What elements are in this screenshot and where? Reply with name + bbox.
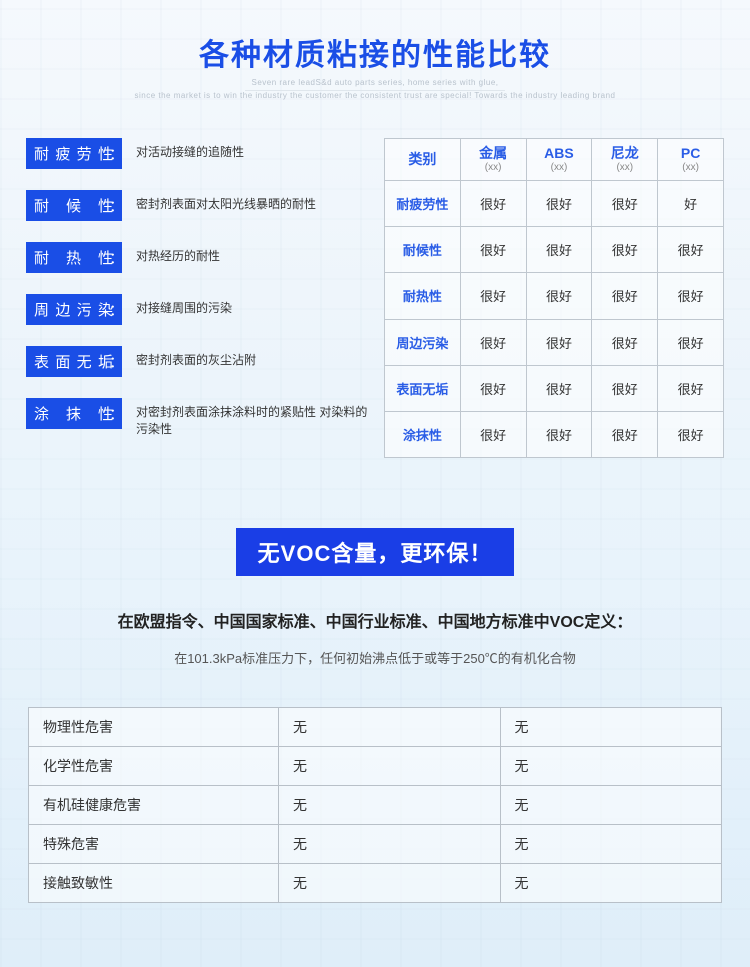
perf-cell: 很好: [592, 227, 658, 273]
hazard-cell: 无: [500, 864, 722, 903]
subtitle-line-2: since the market is to win the industry …: [26, 91, 724, 101]
perf-cell: 很好: [592, 319, 658, 365]
definition-item: 耐疲劳性对活动接缝的追随性: [26, 138, 372, 169]
perf-cell: 很好: [658, 365, 724, 411]
voc-definition-sub: 在101.3kPa标准压力下，任何初始沸点低于或等于250℃的有机化合物: [26, 648, 724, 667]
perf-cell: 很好: [658, 273, 724, 319]
perf-cell: 很好: [526, 273, 592, 319]
perf-cell: 很好: [460, 365, 526, 411]
hazard-label: 特殊危害: [29, 825, 279, 864]
perf-row-header: 耐疲劳性: [385, 180, 461, 226]
definition-label: 涂抹性: [26, 398, 122, 429]
hazard-cell: 无: [500, 708, 722, 747]
perf-cell: 很好: [460, 319, 526, 365]
voc-definition-heading: 在欧盟指令、中国国家标准、中国行业标准、中国地方标准中VOC定义：: [26, 608, 724, 632]
perf-row-header: 涂抹性: [385, 412, 461, 458]
perf-col-header: 金属(xx): [460, 138, 526, 180]
definition-text: 对接缝周围的污染: [136, 294, 232, 317]
hazard-cell: 无: [279, 825, 501, 864]
definition-text: 对密封剂表面涂抹涂料时的紧贴性 对染料的污染性: [136, 398, 372, 438]
definition-item: 涂抹性对密封剂表面涂抹涂料时的紧贴性 对染料的污染性: [26, 398, 372, 438]
perf-col-header: PC(xx): [658, 138, 724, 180]
perf-cell: 很好: [526, 227, 592, 273]
hazard-cell: 无: [279, 747, 501, 786]
perf-row-header: 表面无垢: [385, 365, 461, 411]
hazard-label: 接触致敏性: [29, 864, 279, 903]
page-title: 各种材质粘接的性能比较: [26, 30, 724, 74]
hazard-cell: 无: [279, 786, 501, 825]
definition-label: 耐疲劳性: [26, 138, 122, 169]
hazard-cell: 无: [500, 825, 722, 864]
definition-item: 耐热性对热经历的耐性: [26, 242, 372, 273]
perf-cell: 很好: [658, 227, 724, 273]
definitions-list: 耐疲劳性对活动接缝的追随性耐候性密封剂表面对太阳光线暴晒的耐性耐热性对热经历的耐…: [26, 138, 372, 459]
performance-table: 类别金属(xx)ABS(xx)尼龙(xx)PC(xx)耐疲劳性很好很好很好好耐候…: [384, 138, 724, 459]
perf-cell: 很好: [460, 412, 526, 458]
definition-item: 周边污染对接缝周围的污染: [26, 294, 372, 325]
perf-cell: 很好: [526, 412, 592, 458]
perf-cell: 很好: [592, 273, 658, 319]
perf-cell: 很好: [460, 227, 526, 273]
hazard-cell: 无: [500, 747, 722, 786]
perf-row-header: 耐候性: [385, 227, 461, 273]
perf-cell: 很好: [460, 180, 526, 226]
subtitle-line-1: Seven rare leadS&d auto parts series, ho…: [26, 78, 724, 88]
perf-cell: 很好: [658, 319, 724, 365]
hazard-label: 物理性危害: [29, 708, 279, 747]
perf-cell: 好: [658, 180, 724, 226]
perf-cell: 很好: [526, 319, 592, 365]
perf-cell: 很好: [592, 180, 658, 226]
hazard-label: 有机硅健康危害: [29, 786, 279, 825]
hazard-cell: 无: [279, 864, 501, 903]
hazard-table: 物理性危害无无化学性危害无无有机硅健康危害无无特殊危害无无接触致敏性无无: [28, 707, 722, 903]
perf-cell: 很好: [460, 273, 526, 319]
perf-cell: 很好: [592, 365, 658, 411]
definition-label: 耐候性: [26, 190, 122, 221]
hazard-cell: 无: [500, 786, 722, 825]
voc-banner: 无VOC含量，更环保！: [236, 528, 515, 576]
definition-item: 耐候性密封剂表面对太阳光线暴晒的耐性: [26, 190, 372, 221]
definition-label: 周边污染: [26, 294, 122, 325]
perf-cell: 很好: [592, 412, 658, 458]
hazard-label: 化学性危害: [29, 747, 279, 786]
definition-text: 密封剂表面对太阳光线暴晒的耐性: [136, 190, 316, 213]
definition-item: 表面无垢密封剂表面的灰尘沾附: [26, 346, 372, 377]
perf-row-header: 耐热性: [385, 273, 461, 319]
perf-cell: 很好: [526, 365, 592, 411]
hazard-cell: 无: [279, 708, 501, 747]
definition-label: 表面无垢: [26, 346, 122, 377]
definition-text: 密封剂表面的灰尘沾附: [136, 346, 256, 369]
perf-cell: 很好: [658, 412, 724, 458]
perf-col-header: 尼龙(xx): [592, 138, 658, 180]
definition-label: 耐热性: [26, 242, 122, 273]
perf-row-header: 周边污染: [385, 319, 461, 365]
perf-cell: 很好: [526, 180, 592, 226]
definition-text: 对活动接缝的追随性: [136, 138, 244, 161]
definition-text: 对热经历的耐性: [136, 242, 220, 265]
subtitle-decoration: Seven rare leadS&d auto parts series, ho…: [26, 78, 724, 102]
perf-col-header: ABS(xx): [526, 138, 592, 180]
perf-corner: 类别: [385, 138, 461, 180]
